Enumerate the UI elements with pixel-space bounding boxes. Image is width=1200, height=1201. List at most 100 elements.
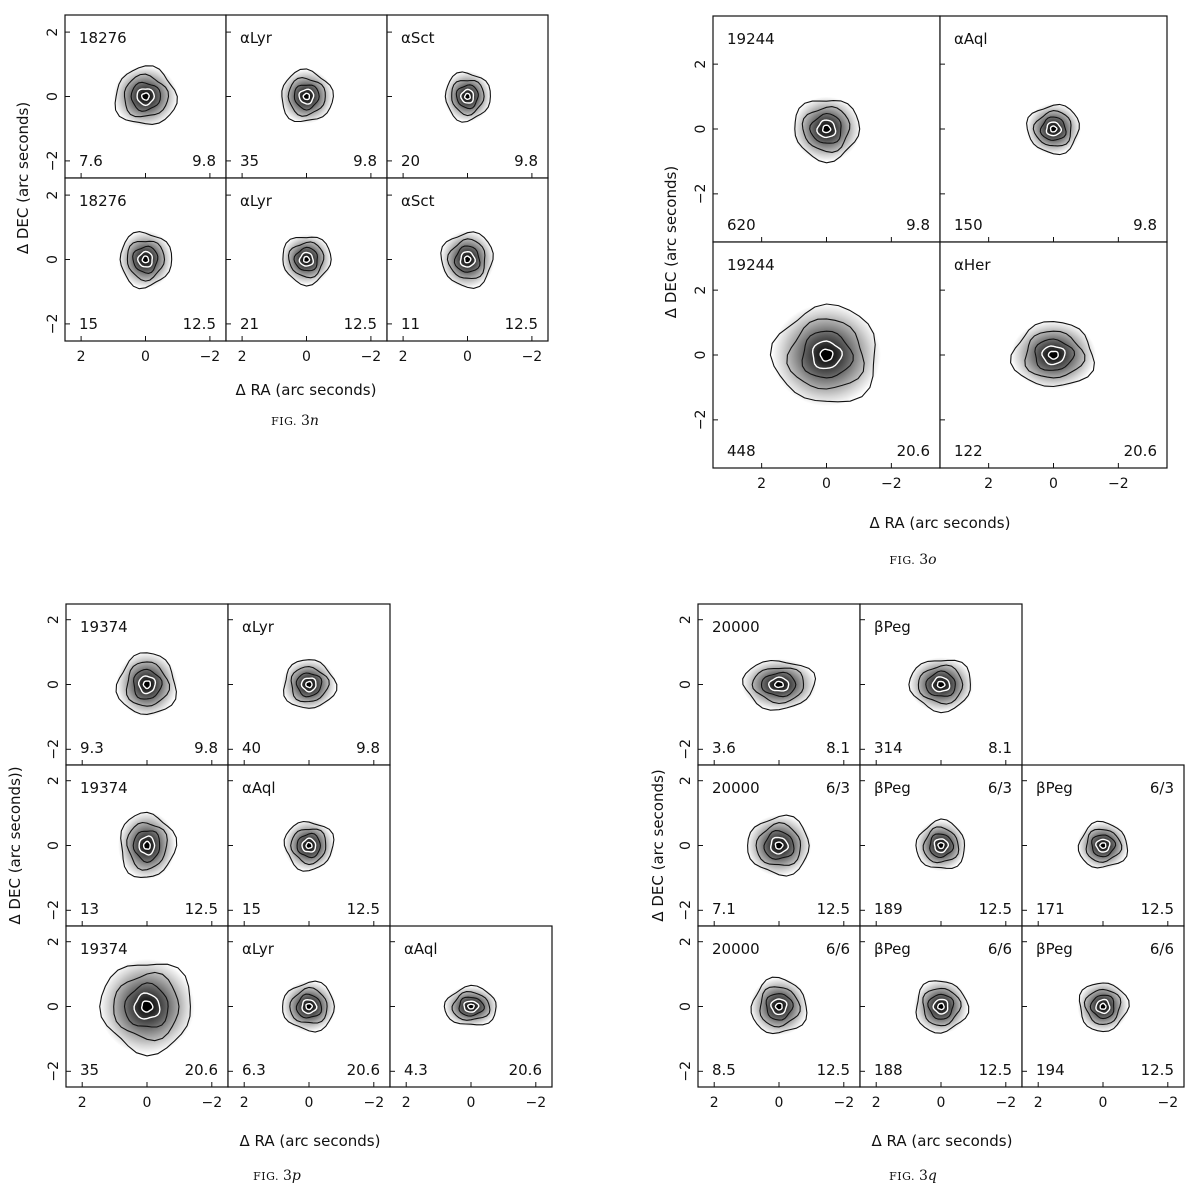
panel: βPeg 6/6 188 12.5 2 0 −2 xyxy=(859,925,1023,1111)
y-axis-label: Δ DEC (arc seconds) xyxy=(14,102,32,254)
contour-line xyxy=(747,814,810,877)
figure-3o: 19244 620 9.8 −2 0 2 αAql 150 9.8 19244 448 20.6 −2 0… xyxy=(662,15,1168,532)
panel-source-label: 19244 xyxy=(727,256,775,274)
contour-line xyxy=(1049,125,1058,133)
contour-line xyxy=(458,996,485,1017)
contour-line xyxy=(931,676,951,693)
contour-line xyxy=(774,680,785,689)
contour-line xyxy=(1091,834,1117,858)
contour-line xyxy=(140,92,150,101)
contour-line xyxy=(302,92,311,101)
contour-line xyxy=(301,837,317,853)
panel-source-label: αAql xyxy=(242,779,276,797)
x-tick-label: 0 xyxy=(467,1095,476,1111)
panel-source-label: αLyr xyxy=(242,940,275,958)
panel-source-label: 18276 xyxy=(79,29,127,47)
contour-line xyxy=(133,992,161,1020)
panel-ratio-label: 6/3 xyxy=(826,779,850,797)
y-tick-label: −2 xyxy=(693,184,709,205)
contour-line xyxy=(809,112,842,144)
contour-line xyxy=(119,231,173,290)
x-axis-label: Δ RA (arc seconds) xyxy=(236,381,377,399)
contour-line xyxy=(126,240,166,282)
x-tick-label: 0 xyxy=(463,349,472,365)
contour-line xyxy=(136,250,154,268)
contour-line xyxy=(816,119,837,139)
contour-line xyxy=(140,1000,154,1013)
contour-line xyxy=(115,652,177,715)
panel: βPeg 6/3 189 12.5 xyxy=(859,764,1023,927)
contour-line xyxy=(295,672,323,698)
contour-line xyxy=(1085,828,1123,863)
contour-line xyxy=(915,818,966,869)
y-tick-label: 0 xyxy=(678,1002,694,1011)
contour-line xyxy=(786,318,865,390)
panel-source-label: 19374 xyxy=(80,618,128,636)
panel-source-label: αLyr xyxy=(240,29,273,47)
panel-peak-value: 35 xyxy=(240,152,259,170)
panel: αLyr 40 9.8 xyxy=(227,603,391,766)
contour-line xyxy=(765,993,794,1021)
contour-line xyxy=(283,820,335,872)
panel-peak-value: 15 xyxy=(242,900,261,918)
x-tick-label: 2 xyxy=(238,349,247,365)
contour-line xyxy=(1083,988,1122,1025)
panel-wavelength: 12.5 xyxy=(344,315,377,333)
panel-wavelength: 8.1 xyxy=(826,739,850,757)
panel: βPeg 6/3 171 12.5 xyxy=(1021,764,1185,927)
x-tick-label: 0 xyxy=(305,1095,314,1111)
y-tick-label: 2 xyxy=(678,615,694,624)
y-tick-label: 2 xyxy=(678,937,694,946)
y-tick-label: 2 xyxy=(46,615,62,624)
contour-line xyxy=(138,675,157,695)
panel: 18276 7.6 9.8 −2 0 2 xyxy=(45,14,227,179)
x-tick-label: −2 xyxy=(1157,1095,1178,1111)
contour-line xyxy=(142,680,151,690)
contour-line xyxy=(819,348,834,362)
panel-wavelength: 12.5 xyxy=(1141,1061,1174,1079)
panel-source-label: 20000 xyxy=(712,940,760,958)
contour-line xyxy=(759,986,801,1028)
contour-line xyxy=(1099,842,1107,850)
panel-peak-value: 194 xyxy=(1036,1061,1065,1079)
panel-peak-value: 40 xyxy=(242,739,261,757)
x-tick-label: 2 xyxy=(78,1095,87,1111)
contour-line xyxy=(287,77,326,117)
panel: αLyr 6.3 20.6 2 0 −2 xyxy=(227,925,391,1111)
panel-wavelength: 12.5 xyxy=(979,1061,1012,1079)
y-tick-label: −2 xyxy=(45,314,61,335)
x-tick-label: 2 xyxy=(1034,1095,1043,1111)
contour-line xyxy=(1034,338,1076,371)
contour-line xyxy=(130,81,161,112)
panel: αHer 122 20.6 2 0 −2 xyxy=(939,241,1168,492)
y-tick-label: 2 xyxy=(45,28,61,37)
contour-line xyxy=(290,828,327,866)
contour-line xyxy=(936,680,946,689)
x-tick-label: 0 xyxy=(822,476,831,492)
contour-line xyxy=(1010,321,1095,388)
x-tick-label: 0 xyxy=(1099,1095,1108,1111)
contour-line xyxy=(282,236,332,287)
panel: 19374 13 12.5 −2 0 2 xyxy=(46,764,229,927)
panel-source-label: 20000 xyxy=(712,618,760,636)
contour-line xyxy=(1047,350,1059,360)
y-tick-label: 0 xyxy=(678,841,694,850)
contour-line xyxy=(133,668,163,700)
panel: αLyr 21 12.5 2 0 −2 xyxy=(225,177,388,365)
panel: βPeg 314 8.1 xyxy=(859,603,1023,766)
panel: 19244 448 20.6 −2 0 2 2 0 −2 xyxy=(693,241,941,492)
x-tick-label: 2 xyxy=(399,349,408,365)
panel-source-label: αLyr xyxy=(240,192,273,210)
x-axis-label: Δ RA (arc seconds) xyxy=(870,514,1011,532)
contour-line xyxy=(932,998,949,1015)
y-tick-label: 0 xyxy=(693,351,709,360)
y-tick-label: −2 xyxy=(678,739,694,760)
contour-line xyxy=(801,330,854,379)
x-tick-label: 2 xyxy=(757,476,766,492)
panel-wavelength: 20.6 xyxy=(1124,442,1157,460)
panel-peak-value: 314 xyxy=(874,739,903,757)
panel-peak-value: 620 xyxy=(727,216,756,234)
contour-line xyxy=(1045,121,1062,137)
contour-line xyxy=(908,659,971,714)
panel-peak-value: 35 xyxy=(80,1061,99,1079)
